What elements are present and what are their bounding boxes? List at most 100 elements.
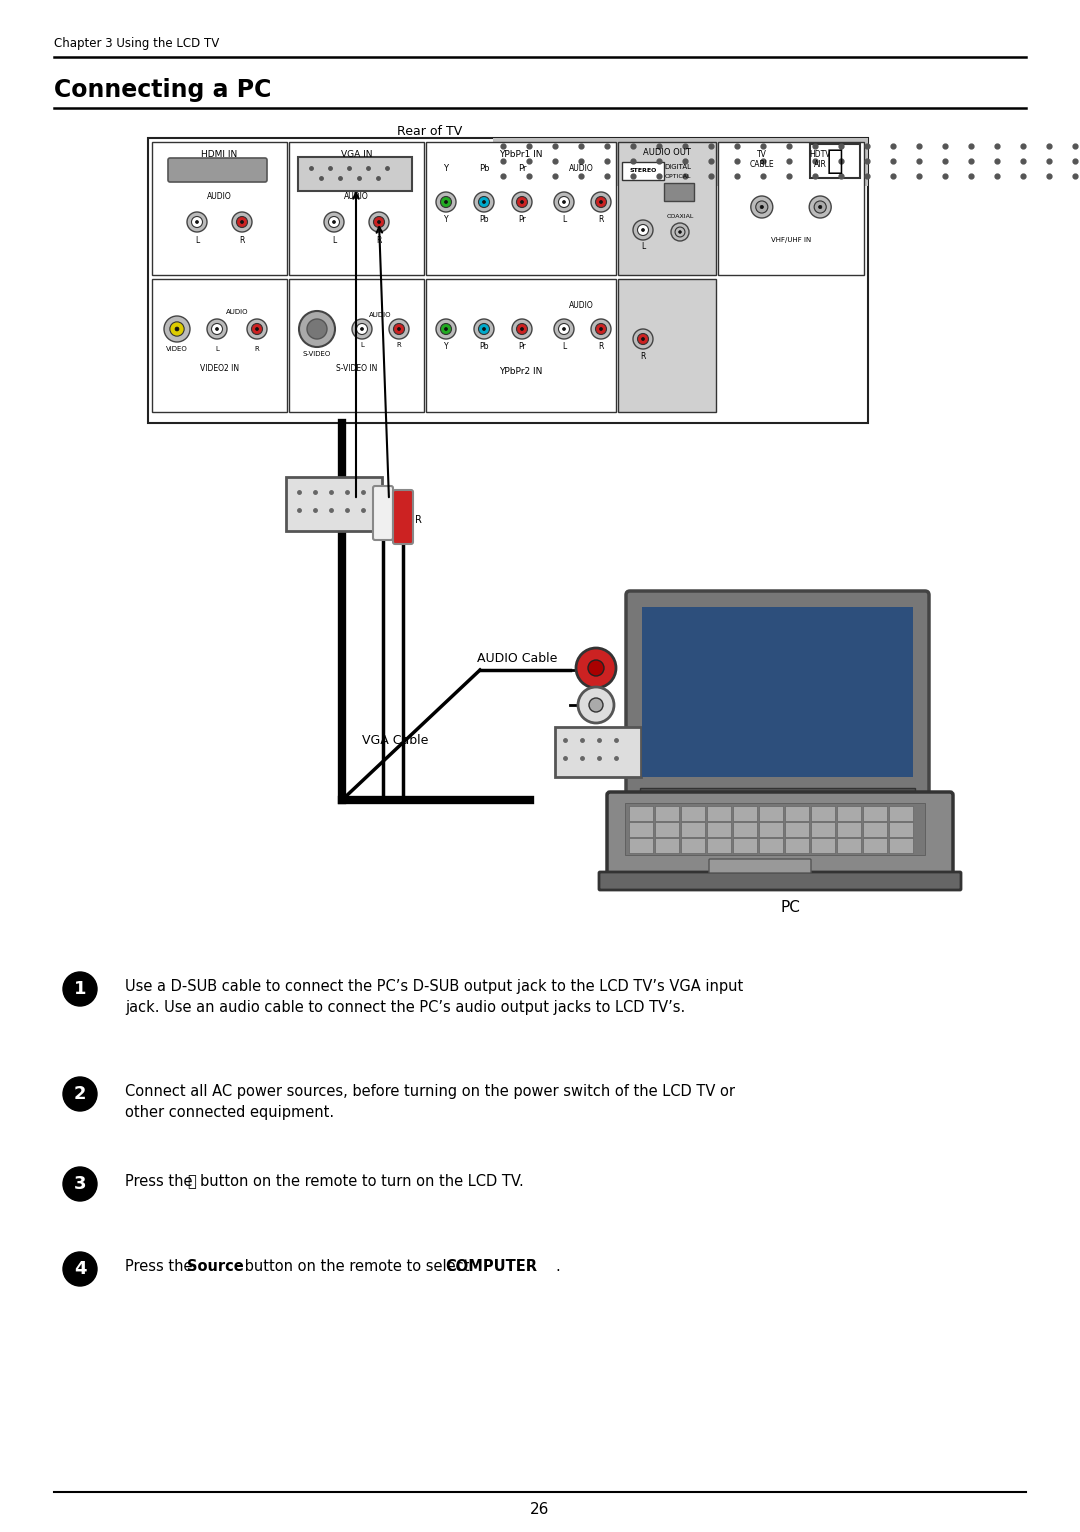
Circle shape	[393, 323, 405, 334]
FancyBboxPatch shape	[889, 823, 913, 836]
Circle shape	[599, 201, 603, 204]
Circle shape	[756, 201, 768, 213]
Text: 26: 26	[530, 1501, 550, 1517]
FancyBboxPatch shape	[863, 838, 887, 853]
Circle shape	[361, 328, 364, 331]
Text: R: R	[598, 214, 604, 224]
Text: AUDIO: AUDIO	[345, 192, 369, 201]
FancyBboxPatch shape	[654, 806, 679, 821]
Circle shape	[397, 328, 401, 331]
Circle shape	[588, 660, 604, 676]
Text: 3: 3	[73, 1175, 86, 1193]
Circle shape	[637, 225, 648, 236]
Circle shape	[478, 196, 489, 207]
Text: Source: Source	[187, 1259, 244, 1275]
Bar	[642, 607, 913, 777]
Circle shape	[164, 316, 190, 342]
Text: VGA IN: VGA IN	[341, 150, 373, 159]
Circle shape	[445, 328, 447, 331]
Circle shape	[216, 328, 218, 331]
Text: VHF/UHF IN: VHF/UHF IN	[771, 237, 811, 244]
Circle shape	[483, 201, 486, 204]
Circle shape	[378, 221, 380, 224]
FancyBboxPatch shape	[681, 823, 705, 836]
Circle shape	[212, 323, 222, 334]
Text: R: R	[376, 236, 381, 245]
FancyBboxPatch shape	[889, 806, 913, 821]
Circle shape	[576, 648, 616, 688]
Circle shape	[558, 323, 569, 334]
Bar	[625, 803, 924, 855]
FancyBboxPatch shape	[733, 823, 757, 836]
FancyBboxPatch shape	[759, 838, 783, 853]
Circle shape	[633, 329, 653, 349]
Circle shape	[170, 322, 185, 336]
FancyBboxPatch shape	[733, 806, 757, 821]
Circle shape	[324, 211, 345, 231]
Circle shape	[589, 699, 603, 712]
Bar	[152, 142, 287, 276]
FancyBboxPatch shape	[555, 728, 642, 777]
Text: YPbPr1 IN: YPbPr1 IN	[499, 150, 543, 159]
Circle shape	[369, 211, 389, 231]
Text: AUDIO: AUDIO	[569, 164, 593, 173]
Text: HDMI IN: HDMI IN	[201, 150, 238, 159]
FancyBboxPatch shape	[785, 823, 809, 836]
Text: R: R	[640, 352, 646, 362]
Text: Press the: Press the	[125, 1174, 198, 1189]
Circle shape	[63, 1167, 97, 1201]
FancyBboxPatch shape	[837, 838, 861, 853]
FancyBboxPatch shape	[629, 806, 653, 821]
Bar	[718, 142, 864, 276]
Bar	[289, 142, 424, 276]
Bar	[618, 279, 716, 412]
Text: AUDIO: AUDIO	[207, 192, 232, 201]
Circle shape	[599, 328, 603, 331]
Text: L: L	[332, 236, 336, 245]
Circle shape	[445, 201, 447, 204]
Text: ⏻: ⏻	[187, 1174, 195, 1189]
Circle shape	[637, 334, 648, 345]
FancyBboxPatch shape	[759, 823, 783, 836]
Circle shape	[63, 971, 97, 1007]
FancyBboxPatch shape	[889, 838, 913, 853]
FancyBboxPatch shape	[811, 838, 835, 853]
FancyBboxPatch shape	[785, 838, 809, 853]
Circle shape	[237, 216, 247, 227]
Text: R: R	[598, 342, 604, 351]
Circle shape	[678, 231, 681, 233]
Text: ⎓: ⎓	[826, 147, 843, 175]
Text: AUDIO: AUDIO	[226, 309, 248, 316]
Circle shape	[642, 337, 645, 340]
FancyBboxPatch shape	[373, 486, 393, 539]
Text: L: L	[215, 346, 219, 352]
Text: button on the remote to turn on the LCD TV.: button on the remote to turn on the LCD …	[200, 1174, 524, 1189]
Circle shape	[563, 201, 566, 204]
Text: AUDIO: AUDIO	[569, 300, 593, 309]
Circle shape	[374, 216, 384, 227]
Circle shape	[591, 319, 611, 339]
Circle shape	[247, 319, 267, 339]
Circle shape	[63, 1252, 97, 1285]
Bar	[289, 279, 424, 412]
Text: Pr: Pr	[518, 342, 526, 351]
Text: Y: Y	[444, 342, 448, 351]
Circle shape	[554, 319, 573, 339]
Bar	[492, 138, 868, 185]
Bar	[618, 142, 716, 276]
Text: DIGITAL: DIGITAL	[664, 164, 691, 170]
Text: VIDEO2 IN: VIDEO2 IN	[200, 365, 239, 372]
Bar	[426, 279, 616, 412]
Circle shape	[591, 192, 611, 211]
FancyBboxPatch shape	[785, 806, 809, 821]
Text: R: R	[240, 236, 245, 245]
Circle shape	[187, 211, 207, 231]
Circle shape	[436, 192, 456, 211]
FancyBboxPatch shape	[629, 823, 653, 836]
Circle shape	[441, 323, 451, 334]
Text: 1: 1	[73, 980, 86, 997]
Text: AUDIO OUT: AUDIO OUT	[643, 149, 691, 156]
Circle shape	[474, 319, 494, 339]
Text: 4: 4	[73, 1259, 86, 1278]
Text: TV: TV	[757, 150, 767, 159]
